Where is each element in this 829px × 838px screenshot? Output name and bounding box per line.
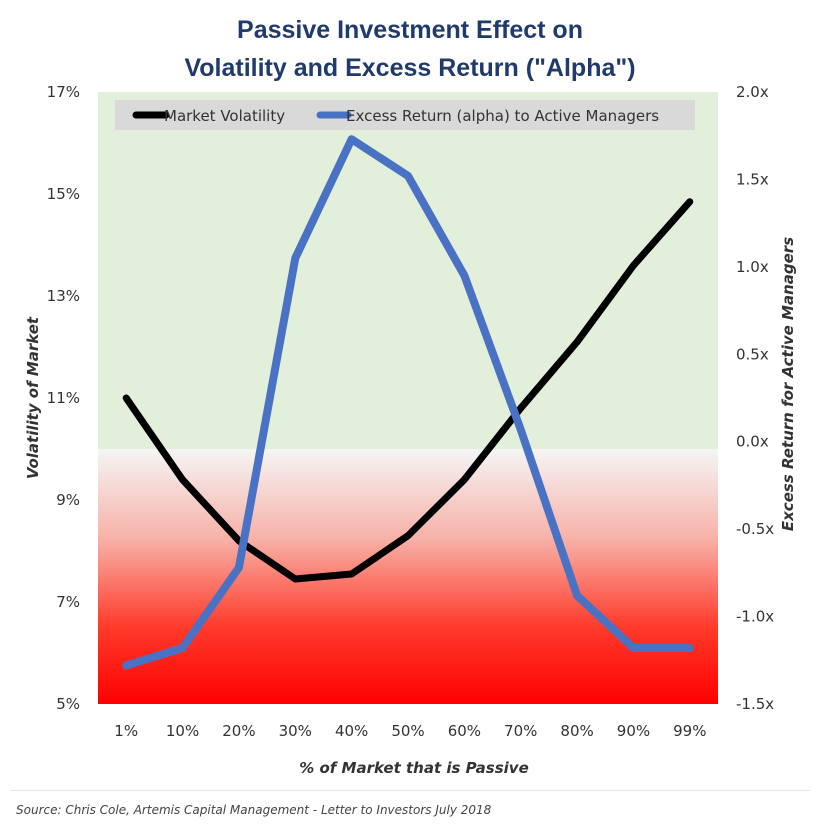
legend-label-market-volatility: Market Volatility xyxy=(164,107,285,125)
y-tick-label: 5% xyxy=(56,695,80,713)
x-tick-label: 30% xyxy=(279,722,312,740)
x-tick-label: 80% xyxy=(560,722,593,740)
y2-axis-label: Excess Return for Active Managers xyxy=(779,237,797,531)
y-axis-label: Volatility of Market xyxy=(24,316,42,479)
y2-tick-label: 1.5x xyxy=(736,170,769,188)
point-market-volatility xyxy=(688,200,691,203)
y-tick-label: 13% xyxy=(47,287,80,305)
point-excess-return xyxy=(181,647,184,650)
y2-tick-label: 2.0x xyxy=(736,83,769,101)
x-axis-label: % of Market that is Passive xyxy=(299,759,529,777)
point-market-volatility xyxy=(407,534,409,537)
point-excess-return xyxy=(294,257,297,260)
point-market-volatility xyxy=(125,397,128,399)
x-tick-label: 20% xyxy=(222,722,255,740)
point-market-volatility xyxy=(632,264,635,267)
point-market-volatility xyxy=(237,539,240,542)
legend: Market Volatility Excess Return (alpha) … xyxy=(115,100,695,130)
divider xyxy=(10,790,810,791)
x-tick-label: 1% xyxy=(114,722,138,740)
chart-title-line-2: Volatility and Excess Return ("Alpha") xyxy=(184,54,635,82)
source-note: Source: Chris Cole, Artemis Capital Mana… xyxy=(16,803,492,817)
y-tick-label: 9% xyxy=(56,491,80,509)
x-tick-label: 10% xyxy=(166,722,199,740)
y2-tick-label: -1.0x xyxy=(736,608,774,626)
point-market-volatility xyxy=(294,578,297,581)
x-tick-label: 60% xyxy=(448,722,481,740)
chart-title-line-1: Passive Investment Effect on xyxy=(237,16,583,44)
point-market-volatility xyxy=(463,478,466,481)
point-excess-return xyxy=(237,566,240,569)
legend-label-excess-return: Excess Return (alpha) to Active Managers xyxy=(346,107,659,125)
legend-box xyxy=(115,100,695,130)
y-tick-label: 7% xyxy=(56,593,80,611)
point-excess-return xyxy=(688,647,691,650)
y2-tick-label: 0.0x xyxy=(736,433,769,451)
y2-tick-label: 1.0x xyxy=(736,258,769,276)
x-tick-label: 40% xyxy=(335,722,368,740)
plot-background-top xyxy=(98,92,718,449)
point-market-volatility xyxy=(350,572,353,575)
y2-tick-label: -1.5x xyxy=(736,695,774,713)
x-tick-label: 90% xyxy=(617,722,650,740)
y2-tick-label: 0.5x xyxy=(736,345,769,363)
y-tick-label: 15% xyxy=(47,185,80,203)
point-excess-return xyxy=(463,274,466,277)
y-tick-label: 17% xyxy=(47,83,80,101)
point-market-volatility xyxy=(519,407,522,410)
point-excess-return xyxy=(407,174,409,177)
x-tick-label: 99% xyxy=(673,722,706,740)
point-excess-return xyxy=(125,664,128,667)
point-excess-return xyxy=(350,138,353,141)
plot-background-bottom xyxy=(98,449,718,704)
point-excess-return xyxy=(576,594,579,597)
x-tick-label: 50% xyxy=(391,722,424,740)
x-tick-label: 70% xyxy=(504,722,537,740)
point-market-volatility xyxy=(576,340,579,343)
point-market-volatility xyxy=(181,478,184,481)
y-tick-label: 11% xyxy=(47,389,80,407)
point-excess-return xyxy=(632,647,635,650)
y2-tick-label: -0.5x xyxy=(736,520,774,538)
point-excess-return xyxy=(519,428,522,431)
